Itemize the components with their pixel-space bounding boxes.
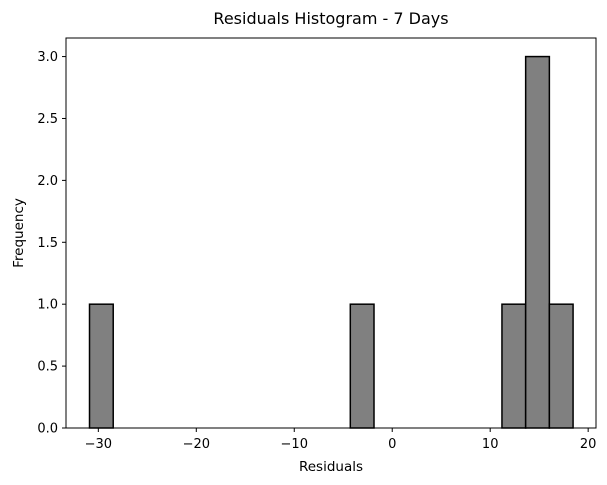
- x-tick-label: 0: [388, 437, 396, 452]
- x-axis-ticks: −30 −20 −10 0 10 20: [85, 428, 597, 452]
- x-axis-label: Residuals: [299, 459, 363, 475]
- y-tick-label: 1.5: [37, 236, 58, 251]
- y-tick-label: 2.5: [37, 112, 58, 127]
- x-tick-label: −20: [183, 437, 210, 452]
- histogram-bar-2: [501, 303, 527, 429]
- x-tick-label: −10: [281, 437, 308, 452]
- y-axis-label: Frequency: [11, 198, 27, 268]
- bars-group: [88, 55, 574, 429]
- histogram-bar-4: [548, 303, 574, 429]
- x-tick-label: 10: [482, 437, 499, 452]
- histogram-bar-1: [349, 303, 375, 429]
- x-tick-label: −30: [85, 437, 112, 452]
- plot-frame: [65, 37, 597, 429]
- y-tick-label: 2.0: [37, 174, 58, 189]
- histogram-bar-0: [88, 303, 114, 429]
- y-tick-label: 0.5: [37, 360, 58, 375]
- x-tick-label: 20: [580, 437, 597, 452]
- histogram-bar-3: [524, 55, 551, 429]
- y-tick-label: 1.0: [37, 298, 58, 313]
- y-axis-ticks: 0.0 0.5 1.0 1.5 2.0 2.5 3.0: [37, 50, 66, 437]
- chart-title: Residuals Histogram - 7 Days: [213, 9, 448, 28]
- y-tick-label: 0.0: [37, 422, 58, 437]
- y-tick-label: 3.0: [37, 50, 58, 65]
